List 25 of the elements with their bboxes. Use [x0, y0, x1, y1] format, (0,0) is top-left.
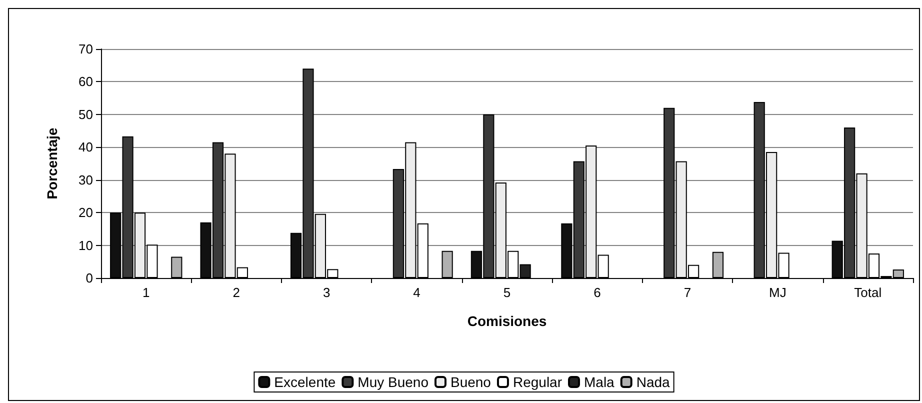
- legend-label: Mala: [584, 374, 615, 390]
- x-tick-label: 3: [322, 285, 330, 300]
- y-tick-label: 50: [78, 106, 93, 122]
- y-axis-title: Porcentaje: [44, 127, 60, 200]
- legend-label: Excelente: [274, 374, 336, 390]
- x-tick-label: 7: [684, 285, 692, 300]
- x-tick-label: Total: [854, 285, 882, 300]
- legend-label: Nada: [636, 374, 670, 390]
- legend-label: Regular: [512, 374, 562, 390]
- y-tick-label: 20: [78, 205, 93, 220]
- y-tick-label: 10: [78, 238, 93, 253]
- legend-label: Muy Bueno: [358, 374, 429, 390]
- y-tick-label: 70: [78, 42, 93, 56]
- x-axis-title: Comisiones: [467, 313, 547, 329]
- x-tick-label: 6: [594, 285, 601, 300]
- x-tick-label: 2: [232, 285, 240, 300]
- x-tick-label: 5: [503, 285, 511, 300]
- x-tick-label: 1: [142, 285, 150, 300]
- legend-label: Bueno: [450, 374, 492, 390]
- y-tick-label: 30: [78, 172, 93, 188]
- y-tick-label: 0: [86, 270, 93, 286]
- y-tick-label: 40: [78, 140, 93, 155]
- x-tick-label: 4: [413, 285, 420, 300]
- y-tick-label: 60: [78, 74, 93, 90]
- x-tick-label: MJ: [768, 285, 786, 300]
